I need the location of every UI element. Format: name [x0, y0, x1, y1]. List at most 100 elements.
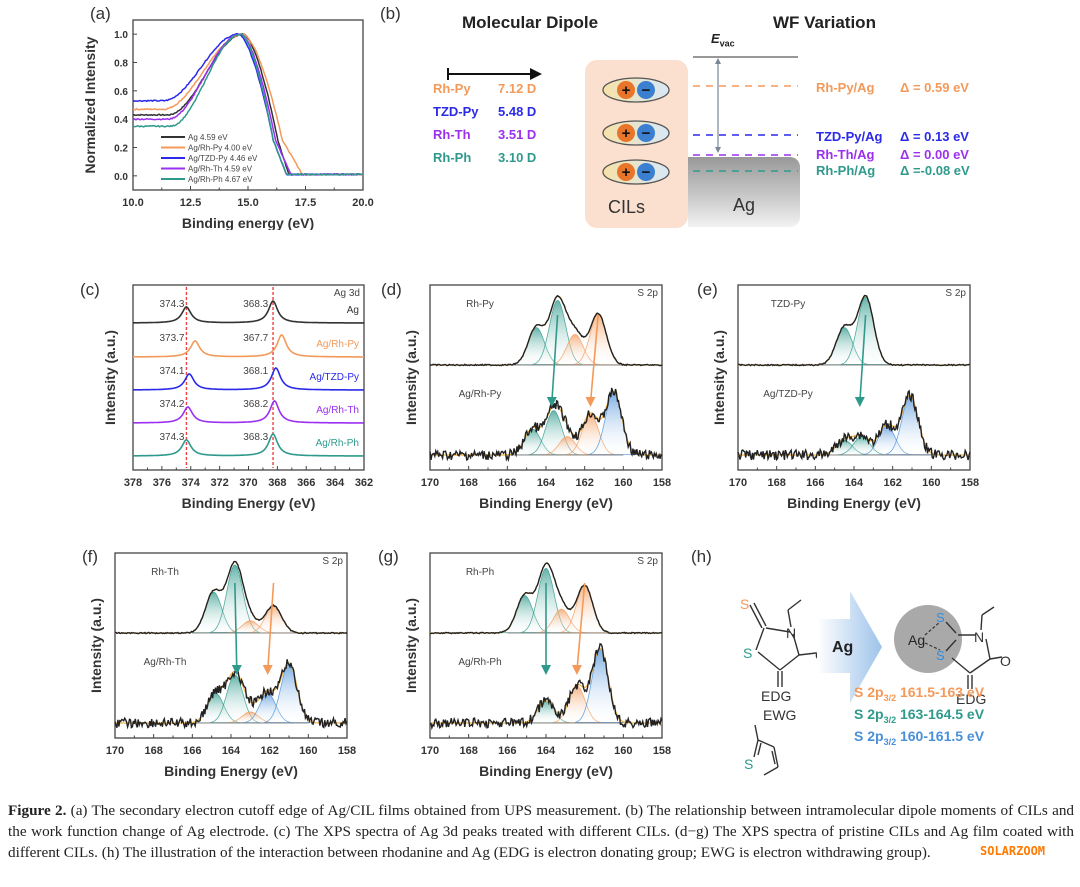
x-tick-label: 168 — [459, 745, 477, 757]
spectrum-label: Rh-Ph — [466, 567, 494, 578]
chart-a-ups-cutoff: 10.0 12.5 15.0 17.5 20.0 Binding energy (eV) N… — [82, 19, 374, 230]
svg-text:−: − — [642, 82, 651, 99]
evac-subscript: vac — [719, 38, 735, 49]
x-tick-label: 372 — [210, 477, 228, 489]
series-label: Ag/TZD-Py — [310, 372, 359, 383]
y-tick-label: 0.6 — [114, 87, 128, 98]
x-tick-label: 158 — [653, 477, 671, 489]
shift-arrow — [589, 314, 599, 404]
x-tick-label: 170 — [729, 477, 747, 489]
y-tick-label: 0.2 — [114, 144, 128, 155]
thiophene-s-atom: S — [744, 756, 753, 772]
reaction-arrow-icon — [817, 591, 882, 703]
x-axis-label: Binding Energy (eV) — [479, 763, 613, 779]
svg-text:+: + — [622, 125, 631, 142]
panel-title: S 2p — [637, 288, 658, 299]
x-tick-label: 162 — [575, 745, 593, 757]
peak-label: 373.7 — [159, 333, 184, 344]
x-tick-label: 17.5 — [295, 197, 316, 209]
spectrum-label: TZD-Py — [771, 299, 805, 310]
x-tick-label: 160 — [614, 477, 632, 489]
peak-label: 374.3 — [159, 432, 184, 443]
peak-label: 368.2 — [243, 399, 268, 410]
chart-d-rh-py-s2p: 170 168 166 164 162 160 158 Binding Energy (eV)… — [403, 284, 671, 511]
rhodanine-ag-illustration: S S N O EDG EWG S Ag Ag — [740, 591, 1011, 776]
x-tick-label: 162 — [883, 477, 901, 489]
wf-delta-value: Δ =-0.08 eV — [900, 163, 970, 178]
series-line — [132, 33, 364, 176]
y-axis-label: Normalized Intensity — [82, 36, 98, 173]
legend-label: Ag/Rh-Th 4.59 eV — [188, 165, 253, 174]
x-axis-label: Binding Energy (eV) — [479, 495, 613, 511]
raw-spectrum — [430, 642, 663, 731]
x-axis-label: Binding energy (eV) — [182, 215, 314, 230]
x-tick-label: 166 — [183, 745, 201, 757]
ag-electrode-block — [688, 157, 800, 227]
y-tick-label: 0.8 — [114, 59, 128, 70]
x-tick-label: 368 — [268, 477, 286, 489]
shift-arrowhead-icon — [854, 397, 865, 407]
legend-label: Ag/Rh-Ph 4.67 eV — [188, 175, 253, 184]
spectrum-label: Ag/Rh-Py — [459, 389, 502, 400]
y-axis-label: Intensity (a.u.) — [403, 598, 419, 693]
y-axis-label: Intensity (a.u.) — [711, 330, 727, 425]
x-tick-label: 160 — [299, 745, 317, 757]
raw-spectrum — [429, 387, 663, 463]
shift-arrowhead-icon — [262, 665, 273, 675]
dipole-moment-value: 3.10 D — [498, 150, 537, 165]
x-tick-label: 164 — [845, 477, 864, 489]
chart-g-rh-ph-s2p: 170 168 166 164 162 160 158 Binding Energy (eV)… — [403, 552, 671, 779]
product-o-atom: O — [1000, 653, 1011, 669]
series-label: Ag/Rh-Ph — [316, 438, 359, 449]
x-tick-label: 366 — [297, 477, 315, 489]
product-thione-s-atom: S — [936, 610, 945, 625]
panel-label-a: (a) — [90, 4, 111, 23]
x-tick-label: 162 — [575, 477, 593, 489]
x-tick-label: 164 — [537, 477, 556, 489]
edg-label-left: EDG — [761, 688, 791, 704]
x-tick-label: 362 — [355, 477, 373, 489]
peak-label: 368.3 — [243, 432, 268, 443]
x-tick-label: 160 — [922, 477, 940, 489]
spectrum-label: Ag/Rh-Ph — [458, 657, 501, 668]
cils-label: CILs — [608, 197, 646, 217]
x-tick-label: 162 — [260, 745, 278, 757]
legend-label: Ag/TZD-Py 4.46 eV — [188, 154, 258, 163]
panel-title: S 2p — [945, 288, 966, 299]
series-line — [133, 399, 364, 424]
ag-electrode-label: Ag — [733, 195, 756, 215]
panel-title: S 2p — [322, 556, 343, 567]
ewg-label: EWG — [763, 707, 796, 723]
wf-delta-value: Δ = 0.00 eV — [900, 147, 969, 162]
x-tick-label: 164 — [222, 745, 241, 757]
shift-arrowhead-icon — [231, 665, 242, 675]
panel-label-e: (e) — [697, 280, 718, 299]
x-tick-label: 170 — [421, 745, 439, 757]
series-label: Ag — [347, 305, 359, 316]
ag-atom-label: Ag — [908, 632, 925, 648]
peak-label: 368.3 — [243, 299, 268, 310]
x-tick-label: 164 — [537, 745, 556, 757]
x-tick-label: 158 — [653, 745, 671, 757]
series-label: Ag/Rh-Th — [316, 405, 359, 416]
spectrum-label: Rh-Py — [466, 299, 494, 310]
legend-label: Ag 4.59 eV — [188, 133, 228, 142]
molecular-dipole-title: Molecular Dipole — [462, 13, 599, 32]
svg-text:−: − — [642, 125, 651, 142]
shift-arrow — [576, 582, 586, 672]
x-tick-label: 166 — [498, 477, 516, 489]
thione-s-atom: S — [740, 596, 749, 612]
x-tick-label: 158 — [961, 477, 979, 489]
x-tick-label: 168 — [144, 745, 162, 757]
svg-text:+: + — [622, 82, 631, 99]
dipole-arrow-icon — [447, 68, 542, 80]
svg-text:−: − — [642, 164, 651, 181]
x-tick-label: 166 — [806, 477, 824, 489]
dipole-moment-value: 5.48 D — [498, 104, 537, 119]
x-axis-label: Binding Energy (eV) — [182, 495, 316, 511]
x-tick-label: 168 — [459, 477, 477, 489]
dipole-ellipse-icon: + − — [602, 77, 670, 103]
watermark: SOLARZOOM — [980, 844, 1046, 858]
panel-title: S 2p — [637, 556, 658, 567]
dipole-moment-value: 3.51 D — [498, 127, 537, 142]
